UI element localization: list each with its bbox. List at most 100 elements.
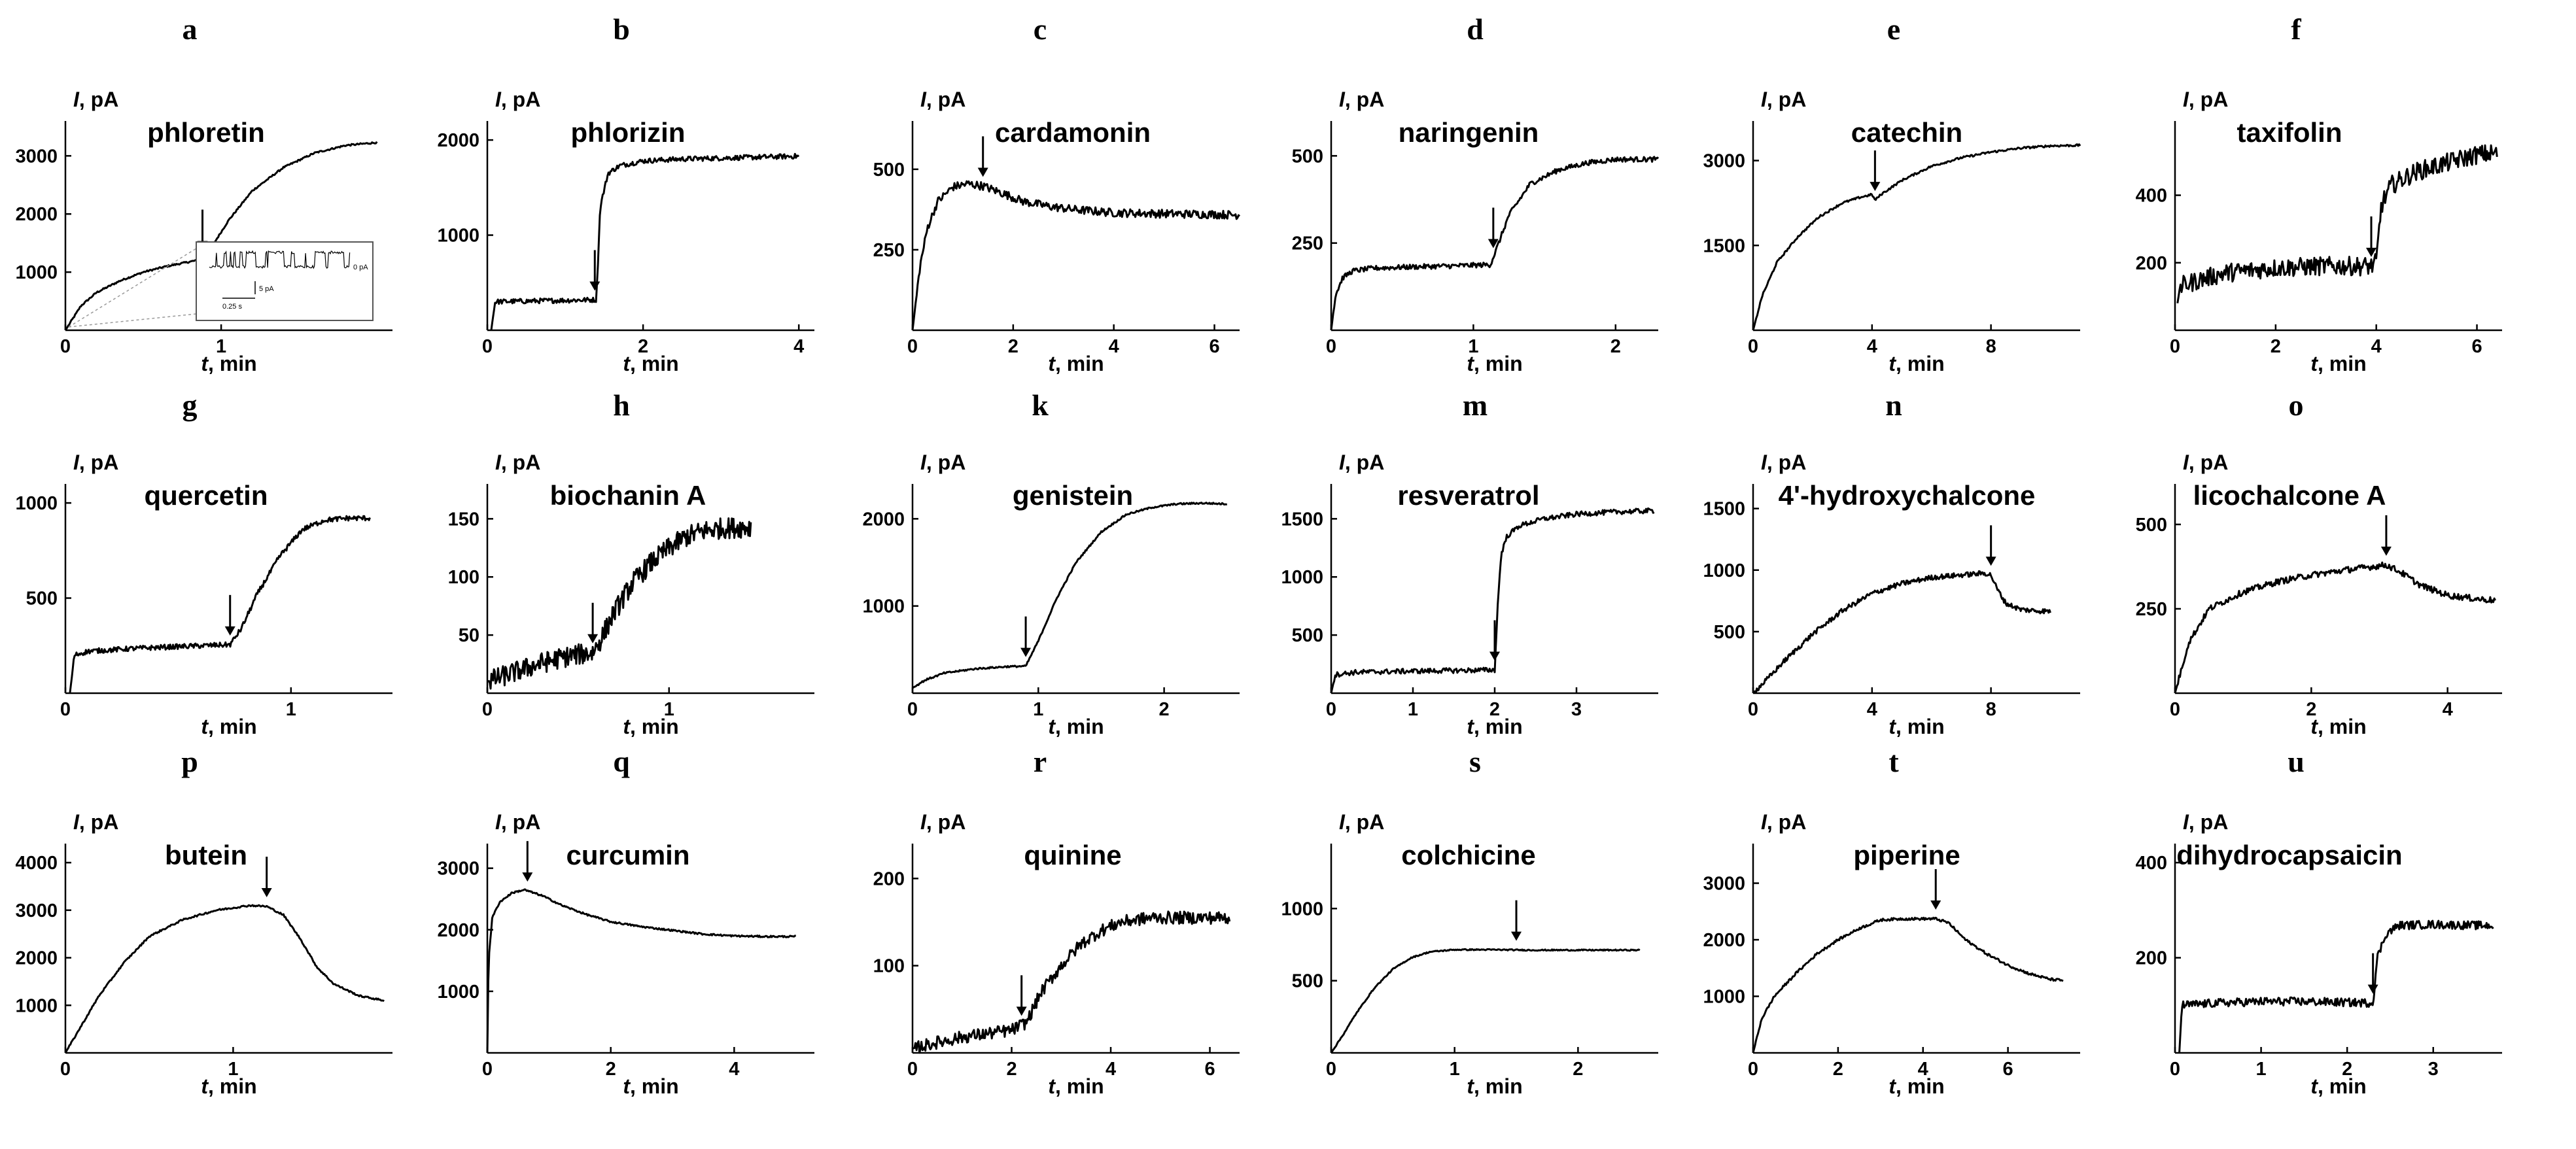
x-tick-label: 0: [2170, 336, 2180, 357]
y-tick-label: 1000: [1703, 560, 1745, 581]
inset-scale-current-label: 5 pA: [259, 285, 274, 293]
x-tick-label: 2: [638, 336, 648, 357]
panel-letter: c: [1034, 12, 1047, 46]
panel-q: q I, pA curcumin 1000 2000 3000 0 2 4 t, min: [437, 745, 814, 1098]
y-axis-title: I, pA: [495, 88, 540, 111]
y-tick-label: 1000: [1703, 987, 1745, 1008]
y-axis-title: I, pA: [2183, 451, 2228, 474]
x-tick-label: 4: [2443, 699, 2453, 720]
x-tick-label: 3: [2428, 1059, 2439, 1080]
panel-d: d I, pA naringenin 250 500 0 1 2 t, min: [1292, 12, 1660, 375]
y-axis-title: I, pA: [73, 810, 118, 834]
x-tick-label: 4: [1918, 1059, 1928, 1080]
compound-name: genistein: [1013, 480, 1133, 511]
x-tick-label: 0: [60, 1059, 71, 1080]
x-tick-label: 2: [1610, 336, 1621, 357]
y-tick-label: 3000: [1703, 151, 1745, 172]
x-tick-label: 2: [1159, 699, 1170, 720]
x-tick-label: 4: [793, 336, 804, 357]
y-tick-label: 250: [873, 240, 905, 261]
y-axis-title: I, pA: [920, 451, 966, 474]
x-tick-label: 2: [2271, 336, 2281, 357]
x-tick-label: 1: [286, 699, 296, 720]
current-trace: [69, 515, 371, 694]
panel-letter: q: [613, 745, 630, 778]
x-tick-label: 4: [2371, 336, 2382, 357]
x-tick-label: 0: [482, 1059, 493, 1080]
inset-guide: [68, 248, 197, 328]
y-tick-label: 100: [448, 567, 479, 588]
y-tick-label: 2000: [1703, 930, 1745, 951]
y-tick-label: 100: [873, 956, 905, 977]
current-trace: [486, 888, 796, 1054]
y-tick-label: 150: [448, 509, 479, 530]
x-tick-label: 2: [2306, 699, 2316, 720]
arrow-head: [2367, 984, 2378, 994]
x-tick-label: 2: [1833, 1059, 1843, 1080]
current-trace: [487, 517, 752, 690]
y-axis-title: I, pA: [1761, 88, 1806, 111]
arrow-head: [261, 888, 272, 897]
y-tick-label: 500: [26, 589, 58, 609]
x-tick-label: 1: [664, 699, 674, 720]
arrow-head: [1985, 557, 1996, 566]
arrow-head: [224, 626, 235, 636]
y-tick-label: 4000: [15, 853, 58, 874]
y-tick-label: 1500: [1703, 499, 1745, 520]
x-tick-label: 3: [1571, 699, 1582, 720]
y-axis-title: I, pA: [1761, 810, 1806, 834]
y-tick-label: 3000: [15, 146, 58, 167]
arrow-head: [1489, 651, 1500, 661]
x-tick-label: 0: [482, 699, 493, 720]
x-axis-title: t, min: [1888, 715, 1944, 738]
compound-name: quinine: [1024, 840, 1121, 870]
x-axis-title: t, min: [1048, 352, 1104, 375]
y-tick-label: 500: [2136, 515, 2167, 536]
y-axis-title: I, pA: [495, 810, 540, 834]
current-trace: [1752, 570, 2051, 695]
y-tick-label: 2000: [862, 509, 905, 530]
y-axis-title: I, pA: [1339, 88, 1384, 111]
x-tick-label: 1: [2256, 1059, 2267, 1080]
x-tick-label: 4: [1867, 336, 1877, 357]
x-tick-label: 0: [1326, 699, 1336, 720]
current-trace: [2174, 561, 2496, 694]
compound-name: phloretin: [147, 117, 265, 148]
compound-name: 4'-hydroxychalcone: [1779, 480, 2036, 511]
panel-h: h I, pA biochanin A 50 100 150 0 1t, min: [448, 388, 814, 738]
x-tick-label: 0: [482, 336, 493, 357]
y-tick-label: 500: [1292, 625, 1323, 646]
panel-letter: s: [1469, 745, 1481, 778]
x-axis-title: t, min: [1467, 352, 1522, 375]
inset-level-label: 0 pA: [353, 264, 368, 271]
current-trace: [64, 141, 378, 331]
x-tick-label: 1: [216, 336, 226, 357]
compound-name: cardamonin: [995, 117, 1151, 148]
y-axis-title: I, pA: [1761, 451, 1806, 474]
inset-scale-time-label: 0.25 s: [222, 303, 242, 311]
current-trace: [2176, 144, 2498, 303]
compound-name: quercetin: [144, 480, 268, 511]
arrow-head: [1016, 1006, 1027, 1016]
x-tick-label: 0: [907, 336, 918, 357]
panel-a: a I, pA phloretin 1000 2000 3000 0 1t, min 0 pA 5…: [15, 12, 392, 375]
panel-letter: m: [1463, 388, 1488, 422]
panel-n: n I, pA 4'-hydroxychalcone 500 1000 1500 0 4 8 t,…: [1703, 388, 2080, 738]
panel-g: g I, pA quercetin 500 1000 0 1 t, min: [15, 388, 392, 738]
x-axis-title: t, min: [1048, 1074, 1104, 1098]
panel-letter: r: [1034, 745, 1047, 778]
y-tick-label: 400: [2136, 186, 2167, 207]
x-tick-label: 0: [2170, 1059, 2180, 1080]
compound-name: dihydrocapsaicin: [2176, 840, 2402, 870]
compound-name: phlorizin: [571, 117, 686, 148]
panel-m: m I, pA resveratrol 500 1000 1500 0 1 2 3 t, min: [1281, 388, 1658, 738]
arrow-head: [2380, 546, 2392, 556]
x-tick-label: 0: [1748, 336, 1758, 357]
panel-k: k I, pA genistein 1000 2000 0 1 2 t, min: [862, 388, 1240, 738]
y-tick-label: 2000: [15, 204, 58, 225]
panel-letter: h: [613, 388, 630, 422]
x-tick-label: 0: [1748, 699, 1758, 720]
x-tick-label: 1: [1408, 699, 1418, 720]
x-tick-label: 2: [1006, 1059, 1017, 1080]
